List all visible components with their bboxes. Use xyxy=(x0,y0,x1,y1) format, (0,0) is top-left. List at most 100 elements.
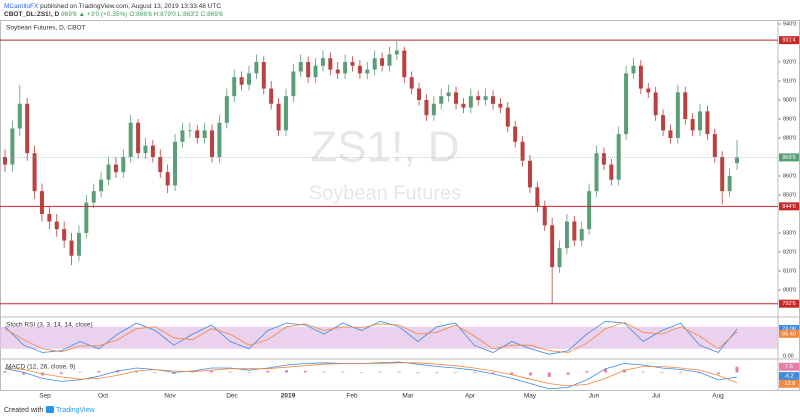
y-tick-label: 890'0 xyxy=(783,116,796,122)
candle-body xyxy=(542,206,547,226)
macd-hist xyxy=(97,370,101,373)
price-tag-label: 792'6 xyxy=(782,301,795,307)
candle-body xyxy=(247,73,251,85)
candle-body xyxy=(653,92,658,116)
footer-created: Created with xyxy=(4,407,43,414)
author[interactable]: MCarrilloFX xyxy=(4,3,39,10)
macd-hist xyxy=(59,372,63,374)
candle-body xyxy=(180,130,185,142)
published: published on TradingView.com, August 13,… xyxy=(40,3,221,10)
macd-hist xyxy=(416,372,420,374)
x-tick-label: Jun xyxy=(589,393,600,400)
macd-hist xyxy=(322,371,326,373)
price-tag-label: 74.08 xyxy=(782,326,796,332)
footer-brand[interactable]: TradingView xyxy=(56,407,95,414)
candle-body xyxy=(187,130,192,132)
macd-hist xyxy=(453,372,457,373)
macd-hist xyxy=(585,370,589,373)
x-tick-label: Apr xyxy=(465,393,476,400)
header-line-1: MCarrilloFX published on TradingView.com… xyxy=(4,3,221,10)
y-tick-label: 910'0 xyxy=(783,78,796,84)
y-tick-label: 900'0 xyxy=(783,97,796,103)
candle-body xyxy=(609,164,614,180)
candle-body xyxy=(121,156,126,173)
candle-body xyxy=(402,50,407,78)
candle-body xyxy=(564,221,569,249)
symbol: CBOT_DL:ZS1!, D xyxy=(4,11,60,18)
high: H:879'0 xyxy=(154,11,177,18)
candle-body xyxy=(365,69,370,74)
candle-body xyxy=(224,96,229,123)
candle-body xyxy=(357,65,362,74)
y-tick-label: 920'0 xyxy=(783,59,796,65)
candle-body xyxy=(343,61,348,74)
x-tick-label: Jul xyxy=(652,393,661,400)
price-tag-label: 844'0 xyxy=(782,204,795,210)
macd-hist xyxy=(397,371,401,373)
macd-hist xyxy=(247,372,251,374)
y-tick-label: 940'0 xyxy=(783,21,796,27)
stoch-band xyxy=(0,326,778,349)
candle-body xyxy=(616,134,621,180)
y-tick-label: 850'0 xyxy=(783,192,796,198)
x-tick-label: Aug xyxy=(712,393,724,400)
candle-body xyxy=(283,96,288,131)
candle-body xyxy=(431,103,436,116)
candle-body xyxy=(195,130,200,138)
macd-hist xyxy=(641,371,645,373)
candle-body xyxy=(143,145,148,154)
macd-hist xyxy=(435,372,439,374)
candle-body xyxy=(269,88,274,104)
x-tick-label: Nov xyxy=(164,393,176,400)
candle-body xyxy=(32,153,37,192)
candle-body xyxy=(513,126,518,142)
candle-body xyxy=(350,61,355,66)
candle-body xyxy=(150,145,155,157)
candle-body xyxy=(62,229,67,241)
indicator-line xyxy=(4,362,738,387)
x-tick-label: Mar xyxy=(402,393,414,400)
candle-body xyxy=(17,103,22,129)
macd-hist xyxy=(22,372,26,375)
candle-body xyxy=(698,111,703,131)
candle-body xyxy=(298,61,303,72)
candle-body xyxy=(306,61,311,78)
candle-body xyxy=(217,122,222,157)
candle-body xyxy=(158,156,163,173)
candle-body xyxy=(165,172,170,186)
tv-logo xyxy=(46,406,54,413)
macd-hist xyxy=(679,371,683,373)
candle-body xyxy=(291,71,296,97)
candle-body xyxy=(520,141,525,161)
candle-body xyxy=(276,103,281,131)
candle-body xyxy=(210,130,215,157)
candle-body xyxy=(683,92,688,119)
candle-body xyxy=(76,232,81,256)
pane-title: Stoch RSI (3, 3, 14, 14, close) xyxy=(6,322,93,329)
macd-hist xyxy=(735,366,739,373)
candle-body xyxy=(394,50,399,55)
price-tag-label: 7.6 xyxy=(785,364,793,370)
y-tick-label: 830'0 xyxy=(783,230,796,236)
candle-body xyxy=(254,61,259,74)
candle-body xyxy=(3,156,7,165)
candle-body xyxy=(638,65,643,89)
candle-body xyxy=(106,164,111,180)
macd-hist xyxy=(285,370,289,373)
pane-title: MACD (12, 26, close, 9) xyxy=(6,364,75,371)
candle-body xyxy=(25,103,30,154)
macd-hist xyxy=(491,372,495,374)
candle-body xyxy=(91,191,96,203)
macd-hist xyxy=(716,372,720,374)
candle-body xyxy=(372,58,377,70)
candle-body xyxy=(10,128,15,165)
macd-hist xyxy=(660,372,664,374)
y-tick-label: 800'0 xyxy=(783,287,796,293)
close: C:869'6 xyxy=(201,11,224,18)
x-tick-label: Dec xyxy=(226,393,238,400)
y-tick-label: 810'0 xyxy=(783,268,796,274)
candle-body xyxy=(69,240,74,256)
candle-body xyxy=(720,156,725,192)
